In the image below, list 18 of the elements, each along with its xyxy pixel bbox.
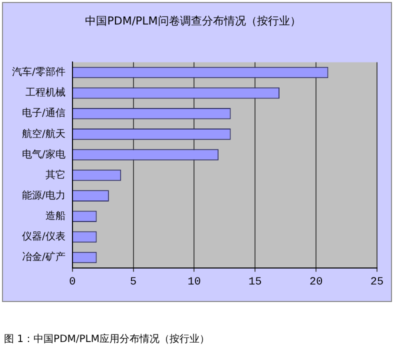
y-tick-label: 其它 (45, 168, 66, 181)
y-tick-label: 电气/家电 (22, 148, 66, 160)
x-tick-label: 25 (370, 276, 384, 288)
x-tick-label: 20 (309, 276, 323, 288)
y-tick-label: 能源/电力 (22, 189, 66, 202)
y-tick-label: 航空/航天 (22, 128, 66, 140)
chart-title: 中国PDM/PLM问卷调查分布情况（按行业） (85, 14, 301, 28)
y-tick-label: 造船 (45, 210, 66, 222)
y-tick-label: 汽车/零部件 (12, 66, 66, 78)
x-tick-label: 5 (130, 276, 137, 288)
y-tick-label: 工程机械 (25, 86, 66, 99)
x-tick-label: 0 (69, 276, 76, 288)
caption: 图 1：中国PDM/PLM应用分布情况（按行业） (4, 332, 210, 346)
y-tick-label: 冶金/矿产 (22, 251, 66, 264)
x-tick-label: 15 (248, 276, 262, 288)
y-tick-label: 电子/通信 (22, 107, 66, 120)
y-tick-label: 仪器/仪表 (22, 230, 66, 243)
x-tick-label: 10 (188, 276, 201, 288)
